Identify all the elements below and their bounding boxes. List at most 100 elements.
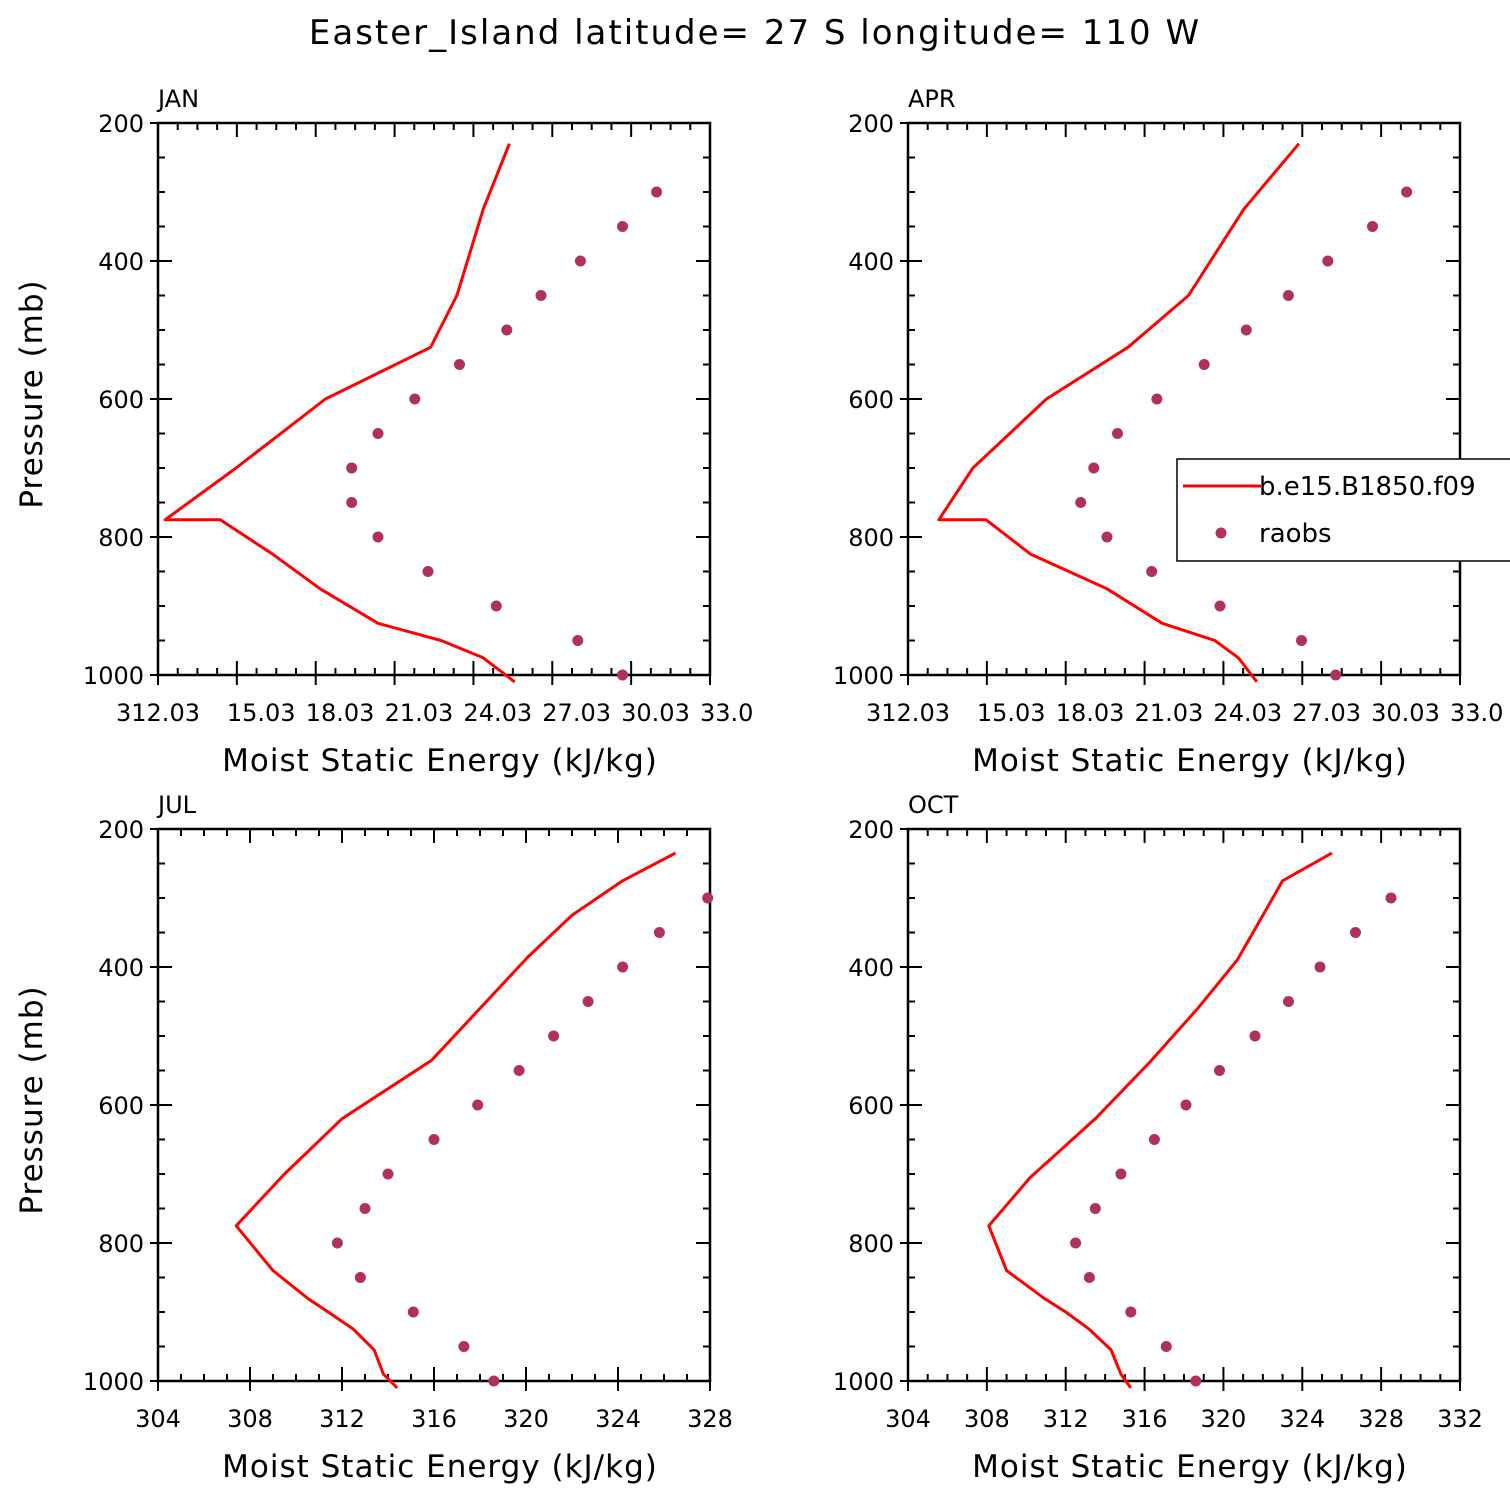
- raob-point: [1198, 359, 1210, 370]
- x-tick-label: 312: [319, 1405, 365, 1433]
- x-axis-label: Moist Static Energy (kJ/kg): [972, 743, 1408, 779]
- y-tick-label: 1000: [83, 1368, 144, 1396]
- raob-point: [572, 635, 584, 646]
- y-tick-label: 600: [98, 386, 144, 414]
- raob-point: [1075, 497, 1087, 508]
- y-tick-label: 200: [848, 816, 894, 844]
- raob-point: [454, 359, 465, 370]
- x-axis-label: Moist Static Energy (kJ/kg): [222, 743, 658, 779]
- x-tick-label: 328: [687, 1405, 733, 1433]
- raob-point: [1180, 1099, 1192, 1111]
- raob-point: [488, 1375, 500, 1387]
- raob-point: [1322, 255, 1334, 267]
- x-axis-label: Moist Static Energy (kJ/kg): [972, 1449, 1408, 1485]
- raob-point: [472, 1099, 484, 1111]
- x-tick-label: 316: [1122, 1405, 1168, 1433]
- x-tick-label: 304: [885, 1405, 931, 1433]
- panel-jul: JUL 200 400 600 800 1000 304 308 312 316 320 324 328…: [14, 791, 733, 1485]
- model-line: [987, 851, 1333, 1389]
- raob-point: [1214, 600, 1226, 612]
- x-tick-label: 328: [1358, 1405, 1404, 1433]
- raob-point: [617, 669, 628, 681]
- raob-point: [1151, 393, 1163, 405]
- x-tick-label: 312.03: [866, 699, 950, 727]
- panel-title-jul: JUL: [156, 791, 197, 819]
- x-tick-label: 30.03: [621, 699, 690, 727]
- x-tick-label: 324: [1279, 1405, 1325, 1433]
- raob-point: [1089, 1203, 1101, 1214]
- y-tick-label: 200: [98, 816, 144, 844]
- x-tick-label: 316: [411, 1405, 457, 1433]
- raob-point: [1160, 1341, 1172, 1352]
- y-tick-label: 400: [848, 248, 894, 276]
- raob-point: [653, 927, 665, 938]
- raob-point: [382, 1168, 394, 1180]
- y-tick-label: 400: [98, 954, 144, 982]
- x-tick-label: 15.03: [227, 699, 296, 727]
- raob-point: [1385, 892, 1397, 904]
- x-axis-label: Moist Static Energy (kJ/kg): [222, 1449, 658, 1485]
- y-tick-label: 800: [848, 1230, 894, 1258]
- y-tick-label: 600: [848, 386, 894, 414]
- x-tick-label: 30.03: [1371, 699, 1440, 727]
- y-tick-label: 600: [98, 1092, 144, 1120]
- raob-point: [548, 1030, 560, 1042]
- x-tick-label: 312.03: [116, 699, 200, 727]
- raob-point: [501, 324, 513, 336]
- plot-frame: [156, 827, 712, 1383]
- x-tick-label: 27.03: [542, 699, 611, 727]
- raob-point: [346, 462, 358, 474]
- legend-dot-swatch: [1215, 527, 1227, 539]
- figure-title: Easter_Island latitude= 27 S longitude= …: [309, 13, 1201, 53]
- x-tick-label: 18.03: [306, 699, 375, 727]
- y-tick-label: 400: [848, 954, 894, 982]
- raob-point: [1283, 996, 1294, 1007]
- y-tick-label: 200: [98, 110, 144, 138]
- plot-data: [163, 143, 663, 684]
- raob-point: [1249, 1030, 1261, 1042]
- y-tick-label: 800: [98, 1230, 144, 1258]
- raob-point: [490, 600, 502, 612]
- model-line: [163, 143, 516, 684]
- x-tick-label: 15.03: [977, 699, 1046, 727]
- raob-point: [513, 1065, 525, 1076]
- x-tick-label: 320: [503, 1405, 549, 1433]
- raob-point: [582, 996, 594, 1007]
- plot-data: [987, 851, 1397, 1389]
- x-tick-label: 18.03: [1056, 699, 1125, 727]
- x-tick-label: 312: [1043, 1405, 1089, 1433]
- raob-point: [535, 290, 547, 301]
- y-axis-label: Pressure (mb): [14, 279, 50, 508]
- y-axis-label: Pressure (mb): [14, 985, 50, 1214]
- raob-point: [372, 428, 384, 439]
- x-tick-label: 308: [964, 1405, 1010, 1433]
- x-tick-label: 304: [135, 1405, 181, 1433]
- raob-point: [1070, 1237, 1082, 1249]
- y-tick-label: 600: [848, 1092, 894, 1120]
- raob-point: [1296, 635, 1307, 646]
- raob-point: [1350, 927, 1361, 938]
- x-tick-label: 21.03: [1135, 699, 1204, 727]
- panel-title-apr: APR: [908, 85, 956, 113]
- legend-box: [1176, 458, 1510, 562]
- panel-title-jan: JAN: [156, 85, 199, 113]
- raob-point: [574, 255, 586, 267]
- raob-point: [651, 186, 663, 198]
- y-tick-label: 1000: [833, 1368, 894, 1396]
- raob-point: [372, 531, 384, 543]
- raob-point: [331, 1237, 343, 1249]
- y-tick-label: 400: [98, 248, 144, 276]
- x-tick-label: 332: [1437, 1405, 1483, 1433]
- raob-point: [617, 961, 629, 973]
- raob-point: [1401, 186, 1413, 198]
- raob-point: [1330, 669, 1342, 681]
- raob-point: [1214, 1065, 1225, 1076]
- raob-point: [1125, 1306, 1137, 1318]
- raob-point: [1146, 566, 1158, 577]
- raob-point: [1282, 290, 1294, 301]
- x-tick-label: 24.03: [1213, 699, 1282, 727]
- x-tick-label: 324: [595, 1405, 641, 1433]
- model-line: [234, 851, 677, 1389]
- x-tick-label: 33.0: [700, 699, 753, 727]
